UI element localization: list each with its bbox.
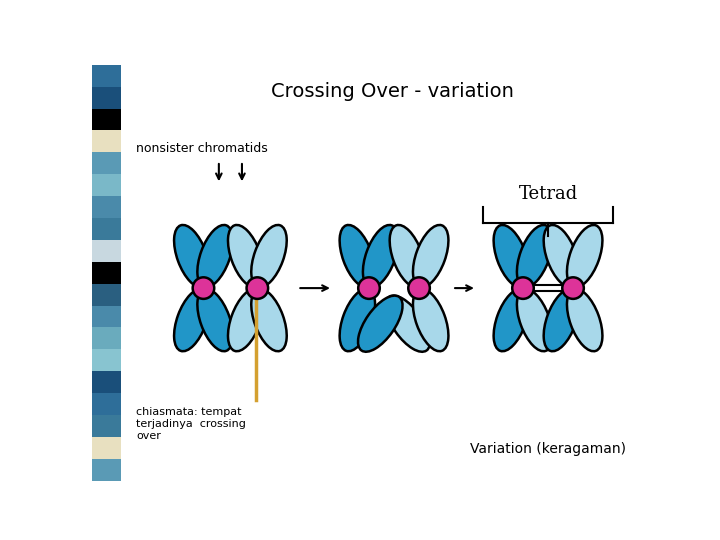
Ellipse shape [517, 225, 552, 287]
Bar [92, 327, 121, 349]
Text: nonsister chromatids: nonsister chromatids [137, 142, 269, 155]
Bar [92, 306, 121, 327]
Bar [92, 458, 121, 481]
Circle shape [408, 278, 430, 299]
Ellipse shape [544, 225, 579, 287]
Text: Variation (keragaman): Variation (keragaman) [470, 442, 626, 456]
Ellipse shape [174, 289, 210, 351]
Ellipse shape [494, 289, 529, 351]
Bar [92, 393, 121, 415]
Bar [92, 218, 121, 240]
Bar [92, 262, 121, 284]
Bar [92, 109, 121, 131]
Ellipse shape [340, 289, 375, 351]
Circle shape [193, 278, 215, 299]
Bar [92, 87, 121, 109]
Ellipse shape [390, 225, 425, 287]
Bar [92, 371, 121, 393]
Ellipse shape [567, 289, 603, 351]
Ellipse shape [197, 289, 233, 351]
Ellipse shape [544, 289, 579, 351]
Bar [92, 415, 121, 437]
Ellipse shape [413, 225, 449, 287]
Circle shape [359, 278, 379, 299]
Bar [92, 131, 121, 152]
Bar [92, 65, 121, 87]
Ellipse shape [567, 225, 603, 287]
Text: Crossing Over - variation: Crossing Over - variation [271, 82, 513, 101]
Bar [92, 196, 121, 218]
Ellipse shape [340, 225, 375, 287]
Ellipse shape [197, 225, 233, 287]
Ellipse shape [517, 289, 552, 351]
Bar [92, 240, 121, 262]
Circle shape [562, 278, 584, 299]
Ellipse shape [358, 295, 402, 352]
Ellipse shape [251, 289, 287, 351]
Text: Tetrad: Tetrad [518, 185, 577, 204]
Circle shape [246, 278, 268, 299]
Ellipse shape [174, 225, 210, 287]
Text: chiasmata: tempat
terjadinya  crossing
over: chiasmata: tempat terjadinya crossing ov… [137, 408, 246, 441]
Ellipse shape [413, 289, 449, 351]
Ellipse shape [363, 225, 398, 287]
Bar [92, 284, 121, 306]
Ellipse shape [251, 225, 287, 287]
Circle shape [512, 278, 534, 299]
Bar [92, 437, 121, 458]
Ellipse shape [228, 289, 264, 351]
Ellipse shape [385, 295, 430, 352]
Ellipse shape [494, 225, 529, 287]
Ellipse shape [228, 225, 264, 287]
Bar [92, 152, 121, 174]
Bar [92, 174, 121, 196]
Bar [92, 349, 121, 371]
